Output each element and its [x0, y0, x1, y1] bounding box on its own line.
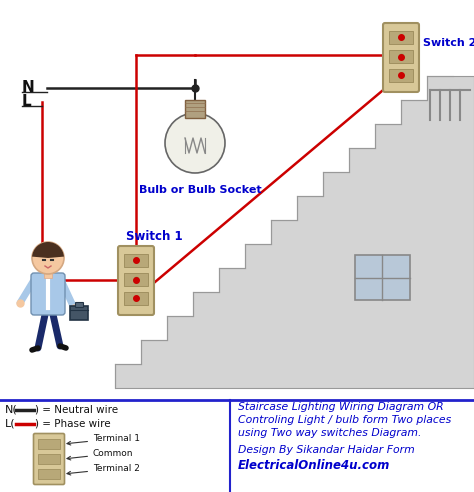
Bar: [38, 439, 60, 449]
Bar: [185, 100, 205, 118]
Circle shape: [32, 242, 64, 274]
Bar: [124, 254, 148, 267]
Text: using Two way switches Diagram.: using Two way switches Diagram.: [238, 428, 421, 438]
Bar: [389, 31, 413, 44]
FancyBboxPatch shape: [31, 273, 65, 315]
Text: ) = Phase wire: ) = Phase wire: [35, 419, 110, 429]
FancyBboxPatch shape: [383, 23, 419, 92]
Text: Bulb or Bulb Socket: Bulb or Bulb Socket: [139, 185, 261, 195]
Bar: [44, 268, 52, 278]
Bar: [124, 273, 148, 286]
Bar: [355, 255, 410, 300]
Bar: [70, 306, 88, 320]
Circle shape: [165, 113, 225, 173]
Bar: [38, 469, 60, 479]
Bar: [389, 50, 413, 63]
Text: Design By Sikandar Haidar Form: Design By Sikandar Haidar Form: [238, 445, 415, 455]
Text: Switch 1: Switch 1: [126, 229, 182, 243]
FancyBboxPatch shape: [118, 246, 154, 315]
Text: Controling Light / bulb form Two places: Controling Light / bulb form Two places: [238, 415, 451, 425]
FancyBboxPatch shape: [75, 303, 83, 308]
Wedge shape: [32, 242, 64, 258]
Text: Terminal 2: Terminal 2: [67, 464, 140, 475]
Text: Terminal 1: Terminal 1: [67, 434, 140, 445]
Text: L: L: [22, 94, 32, 110]
Text: Common: Common: [67, 449, 134, 460]
Text: L(: L(: [5, 419, 16, 429]
Text: Switch 2: Switch 2: [423, 38, 474, 48]
FancyBboxPatch shape: [34, 433, 64, 485]
Polygon shape: [115, 76, 474, 388]
Bar: [389, 69, 413, 82]
Bar: [124, 292, 148, 305]
Text: Staircase Lighting Wiring Diagram OR: Staircase Lighting Wiring Diagram OR: [238, 402, 444, 412]
Text: N(: N(: [5, 405, 18, 415]
Text: ) = Neutral wire: ) = Neutral wire: [35, 405, 118, 415]
Text: ElectricalOnline4u.com: ElectricalOnline4u.com: [238, 459, 391, 472]
Text: N: N: [22, 81, 35, 95]
Bar: [38, 454, 60, 464]
